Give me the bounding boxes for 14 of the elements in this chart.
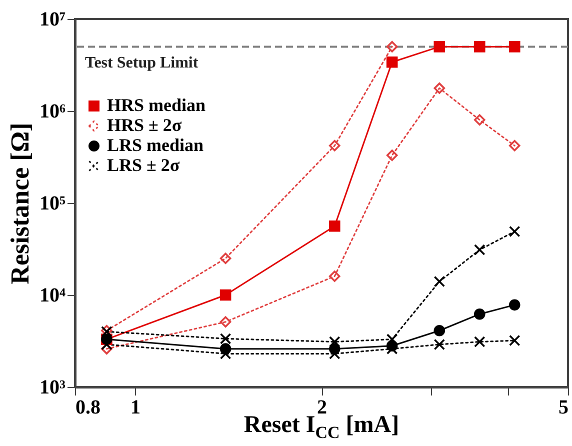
legend-label: LRS ± 2σ — [107, 155, 180, 175]
x-tick-label: 0.8 — [76, 396, 100, 418]
y-tick-label: 10⁴ — [40, 284, 66, 306]
x-tick-label: 1 — [130, 396, 141, 418]
x-tick-label: 5 — [558, 396, 568, 418]
legend-label: HRS median — [107, 95, 206, 115]
ref-line-label: Test Setup Limit — [85, 54, 199, 72]
y-tick-label: 10⁷ — [40, 8, 66, 30]
y-tick-label: 10⁶ — [40, 100, 66, 122]
y-tick-label: 10⁵ — [40, 192, 66, 214]
legend-label: HRS ± 2σ — [107, 115, 182, 135]
legend-label: LRS median — [107, 135, 204, 155]
y-axis-title: Resistance [Ω] — [6, 122, 35, 284]
y-tick-label: 10³ — [40, 376, 66, 398]
